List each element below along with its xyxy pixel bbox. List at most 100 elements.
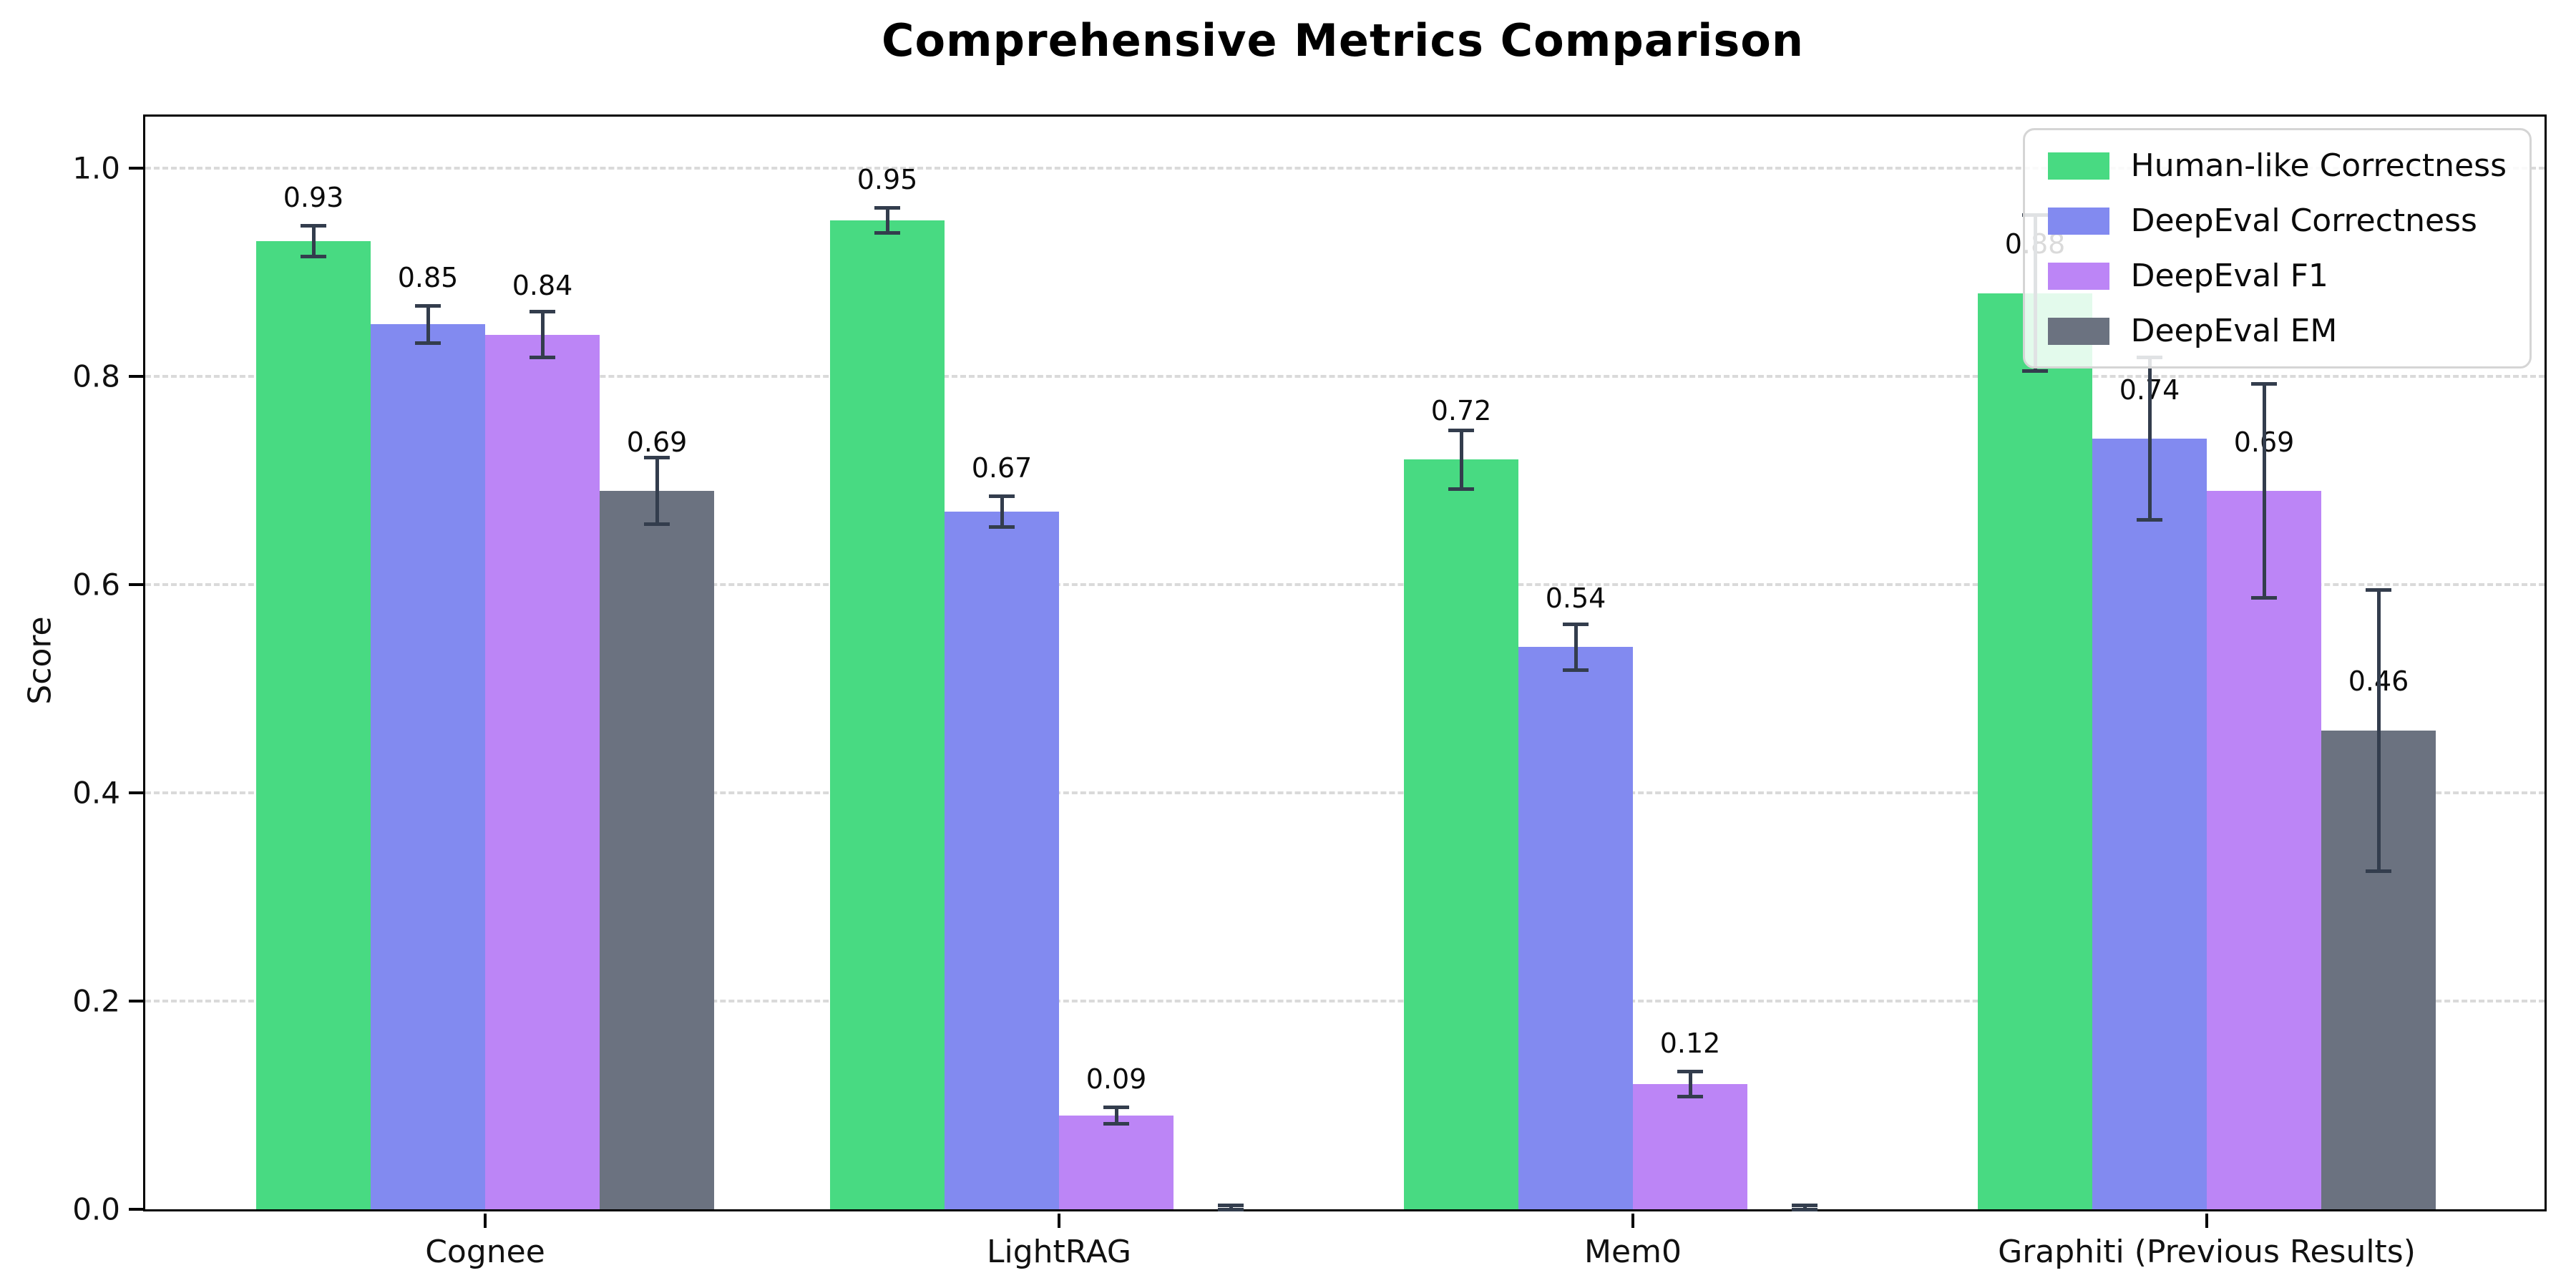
gridline <box>145 583 2545 586</box>
bar-value-label: 0.85 <box>397 261 459 293</box>
error-bar <box>1802 1205 1807 1209</box>
error-bar-cap <box>415 303 441 308</box>
legend-label: DeepEval Correctness <box>2130 203 2477 239</box>
y-tick <box>129 375 143 378</box>
error-bar-cap <box>2251 596 2277 600</box>
legend-item: DeepEval F1 <box>2047 258 2507 294</box>
bar <box>2207 491 2321 1209</box>
error-bar-cap <box>1448 429 1474 433</box>
error-bar-cap <box>1792 1203 1818 1207</box>
bar-value-label: 0.09 <box>1085 1063 1147 1095</box>
error-bar-cap <box>644 456 670 459</box>
error-bar-cap <box>989 494 1015 498</box>
error-bar-cap <box>1448 487 1474 491</box>
legend-label: DeepEval EM <box>2130 313 2338 349</box>
error-bar-cap <box>415 341 441 345</box>
error-bar-cap <box>1218 1207 1244 1211</box>
bar <box>1978 293 2092 1209</box>
error-bar <box>426 306 430 343</box>
error-bar <box>1114 1107 1118 1124</box>
y-tick <box>129 1000 143 1002</box>
bar-value-label: 0.12 <box>1659 1028 1721 1060</box>
bar <box>485 334 600 1209</box>
gridline <box>145 1000 2545 1002</box>
bar-value-label: 0.72 <box>1430 394 1492 426</box>
error-bar <box>655 457 659 525</box>
bar-value-label: 0.69 <box>626 426 688 458</box>
legend-label: Human-like Correctness <box>2130 147 2507 184</box>
error-bar-cap <box>1103 1122 1129 1126</box>
error-bar <box>1000 496 1004 527</box>
legend-item: Human-like Correctness <box>2047 147 2507 184</box>
y-tick <box>129 1208 143 1211</box>
error-bar-cap <box>530 310 555 314</box>
bar <box>1633 1084 1747 1209</box>
error-bar-cap <box>644 522 670 527</box>
x-tick-label: Cognee <box>425 1234 545 1270</box>
error-bar-cap <box>1103 1105 1129 1109</box>
error-bar <box>2147 357 2152 520</box>
error-bar-cap <box>2366 869 2391 873</box>
x-tick <box>2205 1214 2208 1228</box>
bar <box>2092 439 2207 1209</box>
bar <box>371 324 485 1209</box>
gridline <box>145 791 2545 794</box>
y-tick-label: 0.6 <box>72 567 120 602</box>
error-bar-cap <box>1563 668 1589 672</box>
bar <box>600 491 714 1209</box>
legend-swatch <box>2047 152 2109 180</box>
y-tick <box>129 167 143 170</box>
error-bar <box>311 225 316 257</box>
error-bar <box>1688 1071 1692 1097</box>
y-tick-label: 0.4 <box>72 775 120 811</box>
error-bar-cap <box>2366 587 2391 592</box>
x-tick <box>1058 1214 1060 1228</box>
error-bar-cap <box>874 205 900 210</box>
bar <box>1404 459 1518 1209</box>
error-bar-cap <box>1677 1070 1703 1074</box>
legend-label: DeepEval F1 <box>2130 258 2328 294</box>
x-tick-label: Graphiti (Previous Results) <box>1998 1234 2416 1270</box>
error-bar <box>1229 1205 1233 1209</box>
legend-item: DeepEval EM <box>2047 313 2507 349</box>
error-bar-cap <box>2022 369 2048 374</box>
error-bar-cap <box>1563 622 1589 626</box>
legend-swatch <box>2047 207 2109 235</box>
x-tick <box>484 1214 487 1228</box>
legend: Human-like Correctness DeepEval Correctne… <box>2022 128 2532 369</box>
error-bar-cap <box>874 230 900 235</box>
y-tick-label: 0.8 <box>72 358 120 394</box>
error-bar-cap <box>301 223 326 228</box>
error-bar <box>1574 624 1578 670</box>
error-bar-cap <box>1677 1095 1703 1099</box>
error-bar <box>540 311 545 358</box>
y-tick-label: 1.0 <box>72 150 120 186</box>
y-tick <box>129 791 143 794</box>
chart-title: Comprehensive Metrics Comparison <box>881 14 1805 67</box>
bar-value-label: 0.95 <box>857 163 918 195</box>
bar <box>1518 647 1633 1209</box>
error-bar-cap <box>1792 1207 1818 1211</box>
y-tick <box>129 583 143 586</box>
y-axis-label: Score <box>21 616 59 705</box>
plot-area: 0.930.950.720.880.850.670.540.740.840.09… <box>72 114 2547 1270</box>
bar <box>945 512 1059 1209</box>
error-bar-cap <box>1218 1203 1244 1207</box>
bar <box>1059 1116 1174 1209</box>
legend-swatch <box>2047 317 2109 345</box>
gridline <box>145 375 2545 378</box>
y-tick-label: 0.0 <box>72 1191 120 1227</box>
error-bar-cap <box>301 255 326 259</box>
error-bar-cap <box>2251 381 2277 386</box>
bar-value-label: 0.67 <box>971 452 1033 484</box>
x-tick-label: Mem0 <box>1584 1234 1682 1270</box>
y-tick-label: 0.2 <box>72 983 120 1019</box>
bar-value-label: 0.54 <box>1545 582 1606 614</box>
error-bar-cap <box>530 356 555 360</box>
bar <box>830 220 945 1209</box>
gridline <box>145 167 2545 170</box>
error-bar <box>2376 590 2381 872</box>
error-bar-cap <box>989 525 1015 530</box>
x-tick <box>1631 1214 1634 1228</box>
error-bar-cap <box>2137 518 2162 522</box>
